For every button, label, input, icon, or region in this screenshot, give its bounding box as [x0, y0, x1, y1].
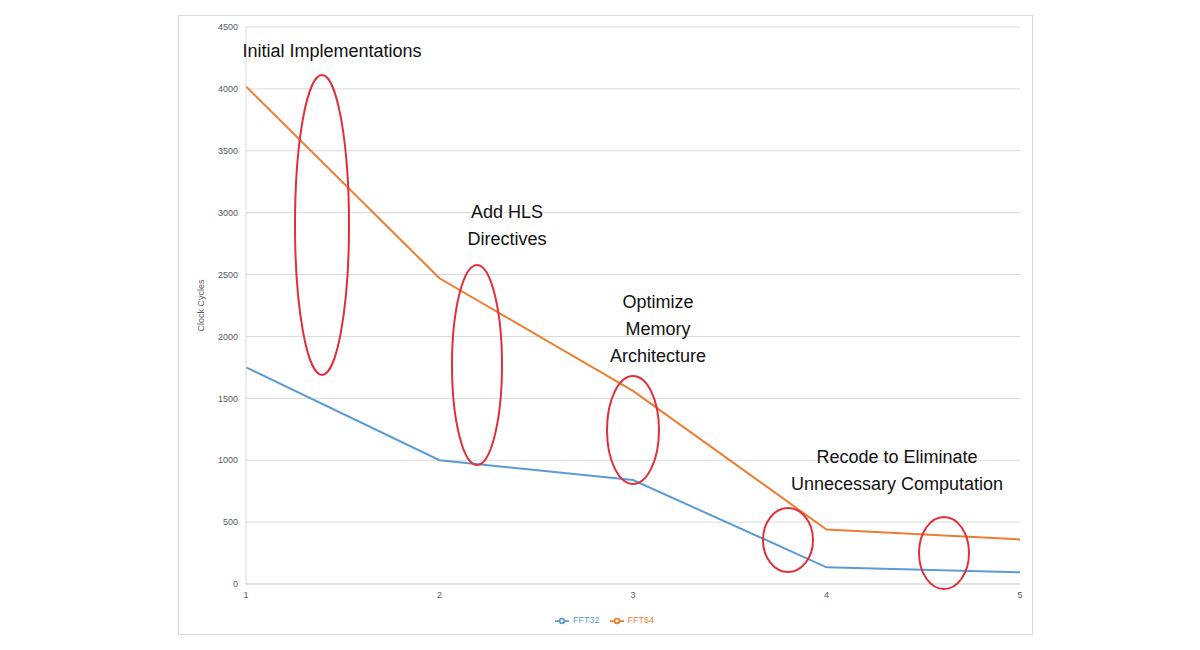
html-text:FFT32: FFT32 — [573, 615, 600, 626]
svg-text:4: 4 — [824, 590, 829, 600]
svg-text:1: 1 — [243, 590, 248, 600]
svg-text:500: 500 — [223, 517, 238, 527]
svg-text:3500: 3500 — [218, 146, 238, 156]
html-text:Initial Implementations: Initial Implementations — [242, 41, 422, 61]
svg-text:0: 0 — [233, 579, 238, 589]
svg-text:Clock Cycles: Clock Cycles — [196, 279, 206, 332]
svg-text:5: 5 — [1017, 590, 1022, 600]
html-text:Optimize Memory Architecture: Optimize Memory Architecture — [610, 292, 706, 366]
html-text:FFT64: FFT64 — [627, 615, 654, 626]
svg-text:2000: 2000 — [218, 332, 238, 342]
svg-text:4000: 4000 — [218, 84, 238, 94]
svg-text:1000: 1000 — [218, 455, 238, 465]
html-text:Recode to Eliminate Unnecessar: Recode to Eliminate Unnecessary Computat… — [790, 447, 1003, 494]
html-text:Add HLS Directives: Add HLS Directives — [467, 202, 547, 249]
svg-text:3: 3 — [630, 590, 635, 600]
svg-text:2500: 2500 — [218, 270, 238, 280]
svg-text:3000: 3000 — [218, 208, 238, 218]
svg-text:2: 2 — [437, 590, 442, 600]
svg-text:4500: 4500 — [218, 22, 238, 32]
svg-text:1500: 1500 — [218, 394, 238, 404]
